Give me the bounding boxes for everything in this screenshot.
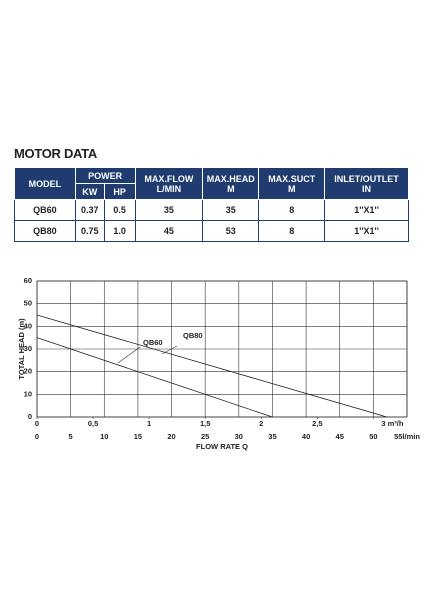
- x-axis-label: FLOW RATE Q: [196, 442, 248, 451]
- leader-line: [117, 346, 141, 364]
- x2-tick-label: 0: [35, 419, 39, 428]
- table-row: QB80 0.75 1.0 45 53 8 1''X1'': [14, 220, 409, 242]
- leader-line: [161, 345, 178, 355]
- x-tick-label: 45: [336, 432, 344, 441]
- section-title: MOTOR DATA: [14, 146, 97, 161]
- header-cell: MODEL: [14, 167, 76, 200]
- header-text: MAX.SUCT: [268, 173, 316, 184]
- curve: [36, 337, 273, 418]
- y-axis-label: TOTAL HEAD (m): [17, 318, 26, 380]
- cell: QB80: [14, 220, 76, 242]
- y-tick-label: 10: [24, 389, 32, 398]
- header-text: INLET/OUTLET: [334, 173, 399, 184]
- x-tick-label: 40: [302, 432, 310, 441]
- motor-table: MODEL POWER MAX.FLOW L/MIN MAX.HEAD M MAX.…: [14, 167, 409, 242]
- x-tick-label: 20: [167, 432, 175, 441]
- x2-tick-label: 1: [147, 419, 151, 428]
- x-tick-label: 30: [235, 432, 243, 441]
- series-label: QB60: [143, 338, 163, 347]
- header-cell: INLET/OUTLET IN: [324, 167, 409, 200]
- cell: 45: [134, 220, 204, 242]
- x2-tick-label: 0,5: [88, 419, 98, 428]
- cell: 53: [202, 220, 260, 242]
- x-tick-label: 50: [369, 432, 377, 441]
- y-tick-label: 50: [24, 299, 32, 308]
- table-row: QB60 0.37 0.5 35 35 8 1''X1'': [14, 199, 409, 221]
- header-row: KW HP: [15, 183, 409, 200]
- curve: [36, 314, 387, 418]
- x-tick-label: 25: [201, 432, 209, 441]
- x2-tick-label: 2,5: [312, 419, 322, 428]
- x-tick-label: 10: [100, 432, 108, 441]
- header-cell: POWER: [74, 167, 136, 184]
- header-cell: HP: [103, 183, 136, 200]
- x-tick-label: 0: [35, 432, 39, 441]
- x-tick-label: 5: [69, 432, 73, 441]
- header-cell: MAX.FLOW L/MIN: [134, 167, 204, 200]
- series-label: QB80: [183, 331, 203, 340]
- header-text: MAX.FLOW: [144, 173, 194, 184]
- y-tick-label: 60: [24, 276, 32, 285]
- header-unit: L/MIN: [156, 183, 182, 194]
- y-tick-label: 40: [24, 321, 32, 330]
- header-text: MAX.HEAD: [206, 173, 255, 184]
- x-tick-label: 35: [268, 432, 276, 441]
- cell: 1''X1'': [324, 220, 409, 242]
- x2-tick-label: 3 m³/h: [381, 419, 404, 428]
- header-unit: M: [287, 183, 296, 194]
- x2-tick-label: 2: [259, 419, 263, 428]
- y-tick-label: 30: [24, 344, 32, 353]
- x2-tick-label: 1,5: [200, 419, 210, 428]
- header-cell: KW: [74, 183, 105, 200]
- header-unit: IN: [362, 183, 372, 194]
- y-tick-label: 0: [28, 412, 32, 421]
- header-row: MODEL POWER MAX.FLOW L/MIN MAX.HEAD M MAX.…: [14, 167, 409, 200]
- header-unit: M: [227, 183, 235, 194]
- y-tick-label: 20: [24, 367, 32, 376]
- x-tick-label: 55l/min: [394, 432, 420, 441]
- header-cell: MAX.SUCT M: [258, 167, 326, 200]
- header-cell: MAX.HEAD M: [202, 167, 260, 200]
- x-tick-label: 15: [134, 432, 142, 441]
- cell: 0.75: [74, 220, 105, 242]
